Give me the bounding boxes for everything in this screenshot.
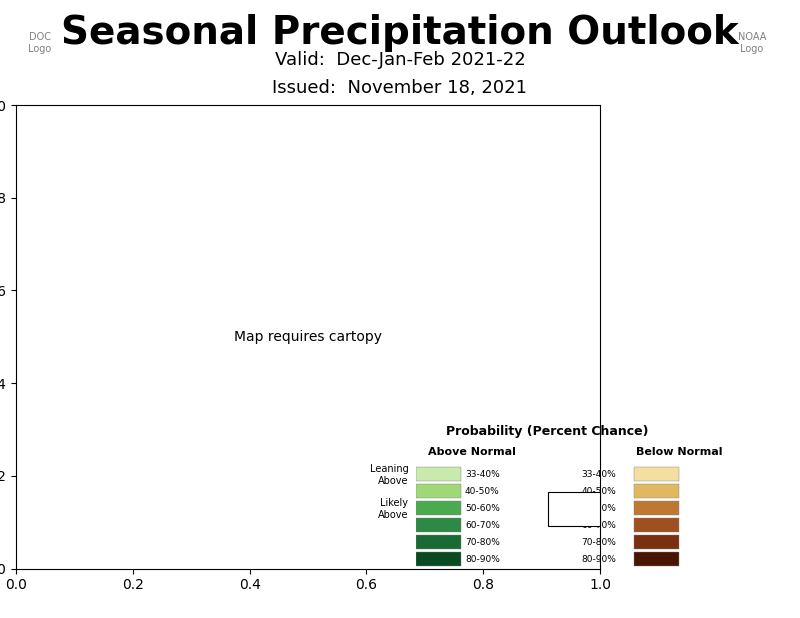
Text: 80-90%: 80-90% <box>465 555 500 564</box>
Text: 70-80%: 70-80% <box>582 538 616 547</box>
Text: DOC
Logo: DOC Logo <box>28 33 52 54</box>
Bar <box>416 535 461 549</box>
Bar <box>634 467 679 481</box>
Text: 50-60%: 50-60% <box>582 504 616 513</box>
Bar <box>416 467 461 481</box>
Text: 60-70%: 60-70% <box>582 521 616 530</box>
Text: 33-40%: 33-40% <box>582 470 616 479</box>
Text: Above Normal: Above Normal <box>429 446 516 457</box>
Bar <box>634 535 679 549</box>
Bar <box>634 519 679 532</box>
Text: 33-40%: 33-40% <box>465 470 500 479</box>
Bar <box>416 485 461 498</box>
Text: Issued:  November 18, 2021: Issued: November 18, 2021 <box>273 79 527 97</box>
Text: Map requires cartopy: Map requires cartopy <box>234 330 382 344</box>
Text: Below Normal: Below Normal <box>636 446 722 457</box>
Text: Valid:  Dec-Jan-Feb 2021-22: Valid: Dec-Jan-Feb 2021-22 <box>274 51 526 69</box>
Text: Probability (Percent Chance): Probability (Percent Chance) <box>446 425 649 438</box>
Bar <box>634 501 679 515</box>
Bar <box>634 552 679 566</box>
Text: Leaning
Above: Leaning Above <box>370 464 409 486</box>
Text: Equal
Chances: Equal Chances <box>550 498 598 520</box>
Bar <box>416 519 461 532</box>
Text: Likely
Above: Likely Above <box>378 498 409 520</box>
Text: 60-70%: 60-70% <box>465 521 500 530</box>
Text: 70-80%: 70-80% <box>465 538 500 547</box>
Text: 50-60%: 50-60% <box>465 504 500 513</box>
Text: Seasonal Precipitation Outlook: Seasonal Precipitation Outlook <box>61 14 739 52</box>
Text: 40-50%: 40-50% <box>465 487 500 496</box>
Bar <box>416 501 461 515</box>
Text: NOAA
Logo: NOAA Logo <box>738 33 766 54</box>
Bar <box>634 485 679 498</box>
Bar <box>416 552 461 566</box>
Text: 40-50%: 40-50% <box>582 487 616 496</box>
Text: 80-90%: 80-90% <box>582 555 616 564</box>
FancyBboxPatch shape <box>547 492 600 526</box>
